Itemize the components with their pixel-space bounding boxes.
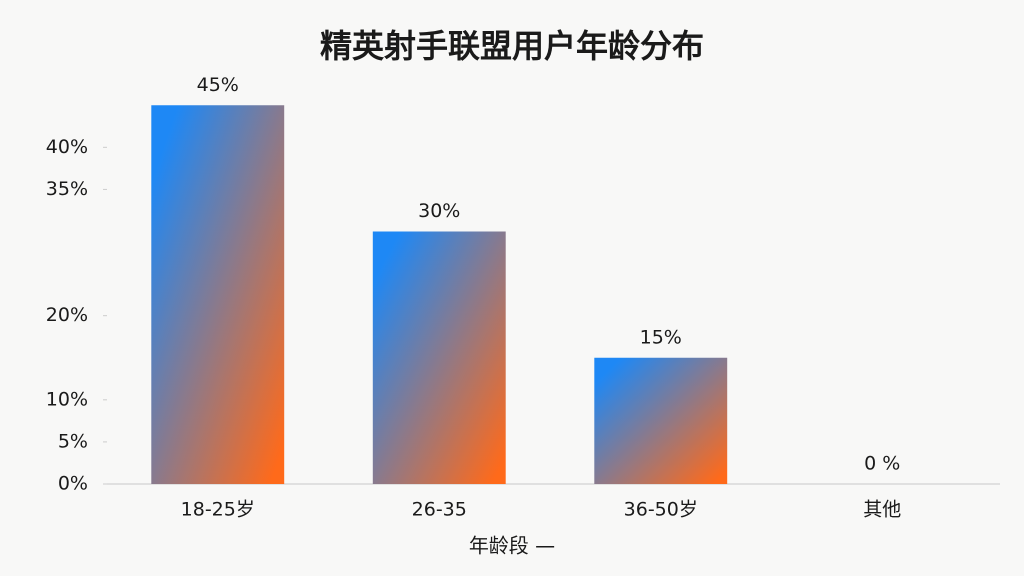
y-tick-label: 5% (58, 430, 88, 452)
chart-title: 精英射手联盟用户年龄分布 (320, 27, 704, 65)
x-tick-label: 其他 (863, 499, 901, 521)
bar (372, 231, 506, 484)
y-tick-label: 35% (46, 178, 88, 200)
value-label: 30% (418, 200, 460, 222)
x-axis-label: 年龄段 — (469, 534, 555, 558)
bar (594, 357, 728, 484)
x-tick-label: 18-25岁 (181, 499, 255, 521)
value-label: 0 % (864, 453, 900, 475)
x-tick-label: 36-50岁 (624, 499, 698, 521)
value-label: 45% (197, 74, 239, 96)
value-label: 15% (640, 326, 682, 348)
bar (151, 105, 285, 484)
y-tick-label: 40% (46, 136, 88, 158)
x-tick-label: 26-35 (412, 499, 467, 521)
y-tick-label: 20% (46, 304, 88, 326)
y-tick-label: 0% (58, 473, 88, 495)
y-tick-label: 10% (46, 388, 88, 410)
